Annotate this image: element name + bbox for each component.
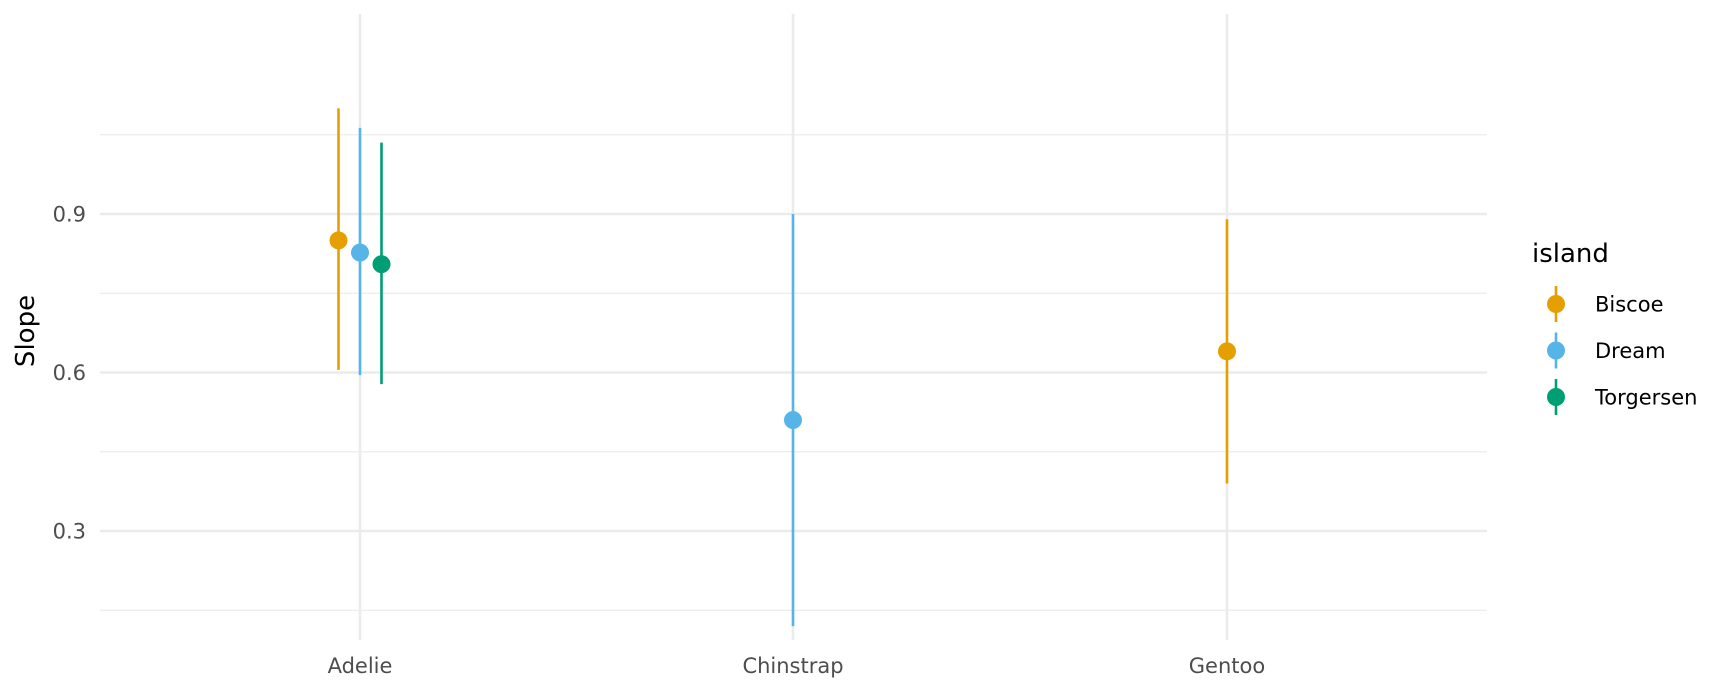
x-tick-label: Gentoo xyxy=(1189,654,1265,678)
legend-key-point xyxy=(1547,295,1565,313)
y-tick-label: 0.3 xyxy=(53,520,86,544)
data-points xyxy=(329,231,1236,430)
legend-key-point xyxy=(1547,388,1565,406)
y-axis-tick-labels: 0.3 0.6 0.9 xyxy=(53,203,86,544)
legend-title: island xyxy=(1532,239,1609,269)
x-tick-label: Adelie xyxy=(328,654,393,678)
point-dream-chinstrap xyxy=(784,411,802,430)
point-torgersen-adelie xyxy=(372,255,391,274)
legend-item-dream: Dream xyxy=(1547,332,1666,369)
x-tick-label: Chinstrap xyxy=(742,654,843,678)
legend: island Biscoe Dream Torgersen xyxy=(1532,239,1697,415)
legend-label: Biscoe xyxy=(1595,293,1664,317)
legend-label: Dream xyxy=(1595,339,1666,363)
y-tick-label: 0.6 xyxy=(53,361,86,385)
y-tick-label: 0.9 xyxy=(53,203,86,227)
point-biscoe-gentoo xyxy=(1218,342,1236,361)
legend-items: Biscoe Dream Torgersen xyxy=(1547,286,1697,415)
legend-item-torgersen: Torgersen xyxy=(1547,379,1697,415)
x-axis-tick-labels: Adelie Chinstrap Gentoo xyxy=(328,654,1266,678)
legend-label: Torgersen xyxy=(1594,386,1697,410)
legend-key-point xyxy=(1547,341,1565,360)
error-bars xyxy=(337,108,1229,627)
y-axis-title: Slope xyxy=(11,295,41,367)
legend-item-biscoe: Biscoe xyxy=(1547,286,1664,322)
point-biscoe-adelie xyxy=(329,231,348,250)
point-dream-adelie xyxy=(351,243,369,262)
